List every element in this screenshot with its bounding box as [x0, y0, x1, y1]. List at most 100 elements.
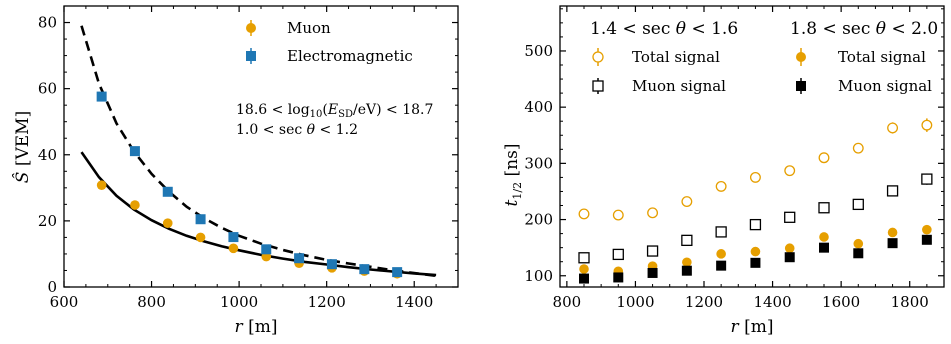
right-y-axis-title: t1/2 [ns] [502, 144, 524, 207]
legend-label-muon-high: Muon signal [838, 77, 932, 95]
zenith-cut-annotation: 1.0 < sec θ < 1.2 [236, 122, 358, 138]
total-signal-point [578, 208, 590, 220]
group-header-low-zenith: 1.4 < sec θ < 1.6 [590, 19, 738, 39]
muon-signal-point [921, 173, 933, 185]
total-signal-point [681, 196, 693, 208]
right-y-tick-label: 200 [524, 211, 553, 229]
total-signal-point [579, 264, 589, 274]
muon-signal-point [715, 226, 727, 238]
muon-signal-point [647, 267, 658, 278]
left-x-tick-label: 600 [50, 293, 79, 311]
electromagnetic-data-point [261, 244, 272, 255]
right-x-tick-label: 1600 [822, 293, 860, 311]
total-signal-point [818, 152, 830, 164]
left-x-tick-label: 1000 [220, 293, 258, 311]
muon-fit-curve [80, 151, 437, 277]
total-signal-point [647, 207, 659, 219]
total-signal-point [716, 249, 726, 259]
legend-total-signal-high-zenith: Total signal [796, 48, 926, 66]
right-y-axis-ticks: 100 200 300 400 500 [524, 8, 944, 285]
group-header-high-zenith: 1.8 < sec θ < 2.0 [790, 19, 938, 39]
muon-signal-point [784, 211, 796, 223]
total-signal-point [682, 257, 692, 268]
left-panel: 600 800 1000 1200 1400 0 20 40 60 80 r [m] Ŝ [VE… [12, 5, 459, 337]
muon-signal-point [681, 265, 692, 276]
muon-signal-point [681, 234, 693, 247]
svg-text:t1/2 [ns]: t1/2 [ns] [502, 144, 524, 207]
legend-marker-muon [246, 20, 256, 36]
left-y-tick-label: 40 [38, 146, 57, 164]
electromagnetic-data-point [326, 259, 337, 270]
electromagnetic-data-point [228, 232, 239, 243]
total-signal-point [921, 119, 933, 131]
muon-signal-point [579, 273, 589, 284]
electromagnetic-data-point [359, 264, 370, 275]
muon-data-point [162, 218, 173, 228]
total-signal-point [853, 238, 864, 249]
left-legend: Muon Electromagnetic [246, 19, 413, 65]
right-y-tick-label: 500 [524, 42, 553, 60]
muon-signal-point [578, 252, 590, 264]
left-x-tick-label: 800 [137, 293, 166, 311]
right-y-tick-label: 100 [524, 267, 553, 285]
right-x-tick-label: 1800 [891, 293, 929, 311]
total-signal-point [784, 243, 795, 254]
left-y-axis-ticks: 0 20 40 60 80 [38, 14, 458, 296]
electromagnetic-data-point [96, 91, 107, 102]
muon-data-point [195, 232, 206, 243]
muon-signal-point [613, 272, 624, 283]
total-signal-point [750, 246, 761, 257]
total-signal-point [749, 171, 761, 183]
muon-signal-point [852, 198, 864, 211]
right-x-tick-label: 1200 [685, 293, 723, 311]
muon-signal-point [749, 218, 762, 231]
muon-signal-point [818, 202, 830, 214]
electromagnetic-data-point [392, 267, 403, 278]
left-y-tick-label: 60 [38, 80, 57, 98]
legend-label-muon: Muon [287, 19, 331, 37]
electromagnetic-data-point [294, 253, 305, 264]
left-y-tick-label: 20 [38, 212, 57, 230]
left-x-tick-label: 1400 [395, 293, 433, 311]
right-y-tick-label: 400 [524, 98, 553, 116]
total-signal-point [715, 180, 727, 192]
right-x-tick-label: 800 [553, 293, 582, 311]
left-y-tick-label: 80 [38, 14, 57, 32]
right-plot-frame [559, 5, 945, 288]
left-data-points [96, 91, 403, 279]
energy-cut-annotation: 18.6 < log10(ESD/eV) < 18.7 [236, 102, 433, 120]
muon-signal-point [819, 242, 829, 253]
muon-signal-point [646, 245, 659, 257]
muon-signal-point [853, 248, 864, 259]
total-signal-point [819, 232, 829, 242]
legend-label-total-high: Total signal [838, 48, 926, 66]
electromagnetic-data-point [162, 186, 173, 197]
legend-label-muon-low: Muon signal [632, 77, 726, 95]
muon-signal-point [921, 234, 932, 245]
muon-data-point [228, 243, 239, 254]
muon-signal-point [886, 185, 899, 197]
right-panel: 800 1000 1200 1400 1600 1800 100200300400500 … [502, 5, 945, 337]
svg-text:Ŝ [VEM]: Ŝ [VEM] [12, 111, 33, 183]
legend-muon-signal-low-zenith: Muon signal [592, 77, 726, 95]
left-x-axis-title: r [m] [235, 317, 278, 337]
right-x-tick-label: 1400 [753, 293, 791, 311]
total-signal-point [922, 224, 932, 235]
left-y-tick-label: 0 [47, 278, 57, 296]
total-signal-point [887, 122, 899, 134]
total-signal-point [852, 142, 864, 154]
right-x-tick-label: 1000 [616, 293, 654, 311]
muon-data-point [130, 200, 140, 210]
muon-signal-point [784, 252, 795, 263]
legend-label-total-low: Total signal [632, 48, 720, 66]
left-x-tick-label: 1200 [308, 293, 346, 311]
right-x-axis-title: r [m] [731, 317, 774, 337]
legend-muon-signal-high-zenith: Muon signal [796, 77, 932, 95]
legend-marker-electromagnetic [246, 48, 256, 64]
left-x-axis-ticks: 600 800 1000 1200 1400 [50, 6, 459, 311]
legend-label-electromagnetic: Electromagnetic [287, 47, 413, 65]
total-signal-point [887, 227, 898, 238]
total-signal-point [612, 209, 624, 221]
electromagnetic-data-point [129, 146, 140, 157]
